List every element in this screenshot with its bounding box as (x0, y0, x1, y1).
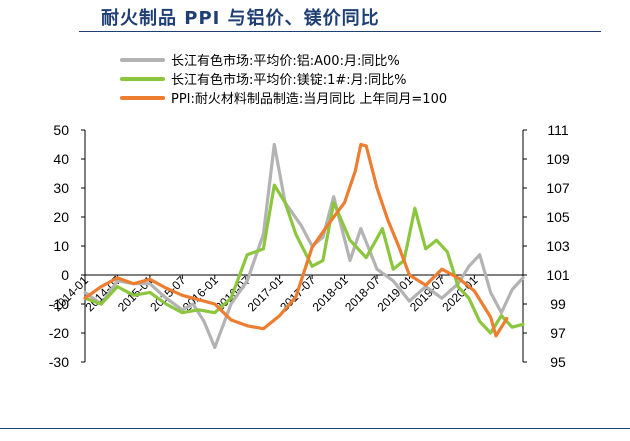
left-tick-label: -30 (49, 354, 69, 370)
left-tick-label: -20 (49, 325, 69, 341)
left-tick-label: 20 (53, 209, 69, 225)
right-tick-label: 95 (550, 354, 566, 370)
right-tick-label: 101 (546, 267, 570, 283)
left-tick-label: 50 (53, 122, 69, 138)
page-title: 耐火制品 PPI 与铝价、镁价同比 (101, 8, 380, 29)
legend-label: 长江有色市场:平均价:铝:A00:月:同比% (171, 53, 400, 69)
legend: 长江有色市场:平均价:铝:A00:月:同比% 长江有色市场:平均价:镁锭:1#:月… (120, 53, 447, 107)
bottom-divider (0, 428, 630, 429)
series-line-2 (83, 183, 525, 335)
legend-label: 长江有色市场:平均价:镁锭:1#:月:同比% (171, 72, 406, 88)
right-tick-label: 111 (547, 122, 568, 138)
right-tick-label: 107 (546, 180, 570, 196)
left-tick-label: 40 (53, 151, 69, 167)
right-tick-label: 109 (546, 151, 570, 167)
legend-label: PPI:耐火材料制品制造:当月同比 上年同月=100 (171, 92, 447, 107)
series-layer (83, 142, 525, 350)
series-line-1 (83, 142, 525, 350)
right-tick-label: 97 (550, 325, 566, 341)
right-tick-label: 105 (546, 209, 570, 225)
title-divider (79, 31, 601, 32)
left-tick-label: 30 (53, 180, 69, 196)
left-tick-label: 0 (61, 267, 69, 283)
right-tick-label: 99 (550, 296, 566, 312)
series-line-3 (83, 142, 509, 338)
left-tick-label: 10 (53, 238, 69, 254)
left-tick-label: -10 (49, 296, 69, 312)
right-tick-label: 103 (546, 238, 570, 254)
